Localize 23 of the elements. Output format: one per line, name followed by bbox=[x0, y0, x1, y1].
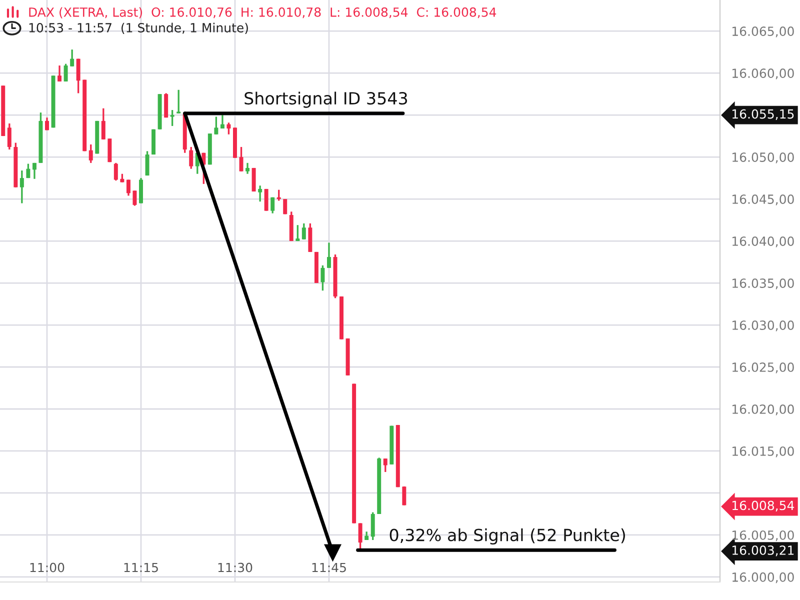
y-tick-label: 16.065,00 bbox=[732, 26, 794, 38]
x-tick-label: 11:45 bbox=[312, 562, 346, 572]
text: 10:53 - 11:57 (1 Stunde, 1 Minute) bbox=[29, 22, 248, 34]
y-tick-label: 16.003,21 bbox=[732, 545, 794, 556]
text: DAX (XETRA, Last) O: 16.010,76 H: 16.010,78 L: 16.008,54 C: 16.008,54 bbox=[29, 7, 496, 18]
x-tick-label: 11:30 bbox=[218, 562, 252, 572]
y-tick-label: 16.000,00 bbox=[732, 572, 794, 584]
y-tick-label: 16.060,00 bbox=[732, 68, 794, 80]
annotation: 0,32% ab Signal (52 Punkte) bbox=[390, 528, 625, 545]
y-tick-label: 16.015,00 bbox=[732, 446, 794, 458]
y-tick-label: 16.020,00 bbox=[732, 404, 794, 416]
y-tick-label: 16.035,00 bbox=[732, 278, 794, 290]
y-tick-label: 16.005,00 bbox=[732, 530, 794, 542]
y-tick-label: 16.055,15 bbox=[732, 109, 794, 120]
y-tick-label: 16.025,00 bbox=[732, 362, 794, 374]
y-tick-label: 16.040,00 bbox=[732, 236, 794, 248]
y-tick-label: 16.008,54 bbox=[732, 500, 794, 512]
y-tick-label: 16.030,00 bbox=[732, 320, 794, 332]
x-tick-label: 11:15 bbox=[124, 562, 158, 572]
annotation: Shortsignal ID 3543 bbox=[244, 92, 408, 108]
y-tick-label: 16.050,00 bbox=[732, 152, 794, 164]
x-tick-label: 11:00 bbox=[30, 562, 64, 572]
y-tick-label: 16.045,00 bbox=[732, 194, 794, 206]
